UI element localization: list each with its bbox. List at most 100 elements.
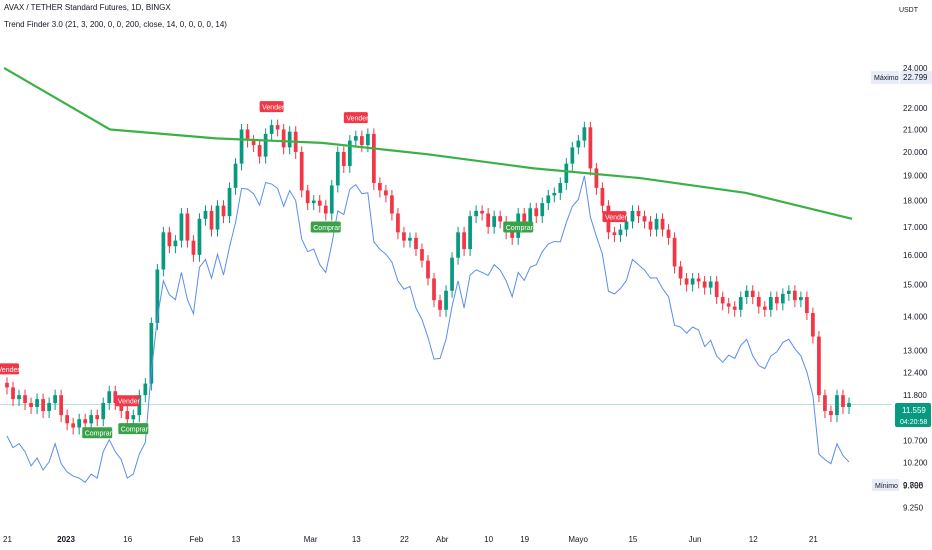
candle[interactable]: [462, 226, 466, 257]
candle[interactable]: [600, 182, 605, 213]
candle[interactable]: [263, 128, 268, 164]
candle[interactable]: [323, 200, 328, 221]
candle[interactable]: [847, 397, 851, 414]
candle[interactable]: [438, 294, 442, 317]
candle[interactable]: [552, 187, 557, 203]
candle[interactable]: [780, 288, 785, 311]
candle[interactable]: [107, 385, 112, 410]
candle[interactable]: [708, 276, 713, 295]
candle[interactable]: [672, 232, 677, 274]
candle[interactable]: [47, 397, 51, 419]
candle[interactable]: [149, 317, 154, 391]
candle[interactable]: [71, 417, 76, 435]
candle[interactable]: [311, 195, 316, 211]
candle[interactable]: [540, 197, 545, 224]
candle[interactable]: [245, 123, 250, 148]
candle[interactable]: [823, 389, 827, 419]
candle[interactable]: [59, 389, 63, 423]
candle[interactable]: [582, 121, 587, 148]
candle[interactable]: [450, 252, 454, 298]
candle[interactable]: [720, 291, 725, 311]
candle[interactable]: [744, 285, 749, 304]
candle[interactable]: [486, 208, 491, 234]
candle[interactable]: [101, 397, 106, 427]
symbol-title[interactable]: AVAX / TETHER Standard Futures, 1D, BING…: [4, 3, 171, 12]
time-axis[interactable]: 21 2023 16 Feb 13 Mar 13 22 Abr 10 19 Mayo 15 Jun 12 21: [3, 535, 818, 544]
plot-area[interactable]: Vender Vender Comprar Comprar Vender Vender Co…: [0, 66, 892, 483]
candle[interactable]: [642, 210, 647, 229]
candle[interactable]: [732, 301, 737, 317]
candle[interactable]: [558, 177, 563, 200]
candle[interactable]: [492, 210, 497, 234]
candle[interactable]: [233, 158, 238, 195]
candle[interactable]: [11, 381, 15, 407]
candle[interactable]: [799, 291, 803, 308]
candle[interactable]: [317, 195, 322, 213]
candle[interactable]: [414, 232, 418, 257]
candle[interactable]: [275, 119, 280, 137]
candle[interactable]: [197, 213, 202, 262]
candle[interactable]: [179, 208, 184, 248]
candle[interactable]: [227, 182, 232, 224]
candle[interactable]: [215, 200, 220, 237]
candle[interactable]: [774, 291, 779, 311]
candle[interactable]: [167, 226, 172, 254]
candle[interactable]: [53, 389, 57, 410]
candle[interactable]: [678, 260, 683, 286]
candle[interactable]: [281, 123, 286, 155]
candle[interactable]: [89, 409, 94, 431]
candle[interactable]: [95, 409, 100, 427]
candle[interactable]: [41, 393, 45, 419]
candle[interactable]: [594, 162, 599, 195]
candle[interactable]: [143, 378, 148, 403]
candle[interactable]: [618, 224, 623, 243]
candle[interactable]: [534, 202, 539, 224]
candle[interactable]: [793, 285, 797, 308]
candle[interactable]: [829, 405, 833, 423]
candle[interactable]: [756, 291, 761, 314]
candle[interactable]: [420, 243, 424, 268]
candle[interactable]: [23, 389, 27, 410]
candle[interactable]: [468, 210, 472, 257]
candle[interactable]: [811, 307, 815, 344]
candle[interactable]: [299, 146, 304, 198]
candle[interactable]: [576, 135, 581, 155]
candle[interactable]: [750, 285, 755, 304]
candle[interactable]: [835, 389, 839, 423]
candle[interactable]: [546, 189, 551, 211]
candle[interactable]: [378, 177, 382, 198]
candle[interactable]: [251, 135, 256, 153]
candle[interactable]: [113, 385, 118, 410]
candle[interactable]: [5, 377, 9, 395]
candle[interactable]: [624, 215, 629, 237]
candle[interactable]: [353, 130, 358, 148]
indicator-legend[interactable]: Trend Finder 3.0 (21, 3, 200, 0, 0, 200,…: [4, 20, 227, 29]
candle[interactable]: [408, 232, 412, 248]
candle[interactable]: [444, 285, 448, 317]
candle[interactable]: [480, 205, 484, 221]
candle[interactable]: [768, 291, 773, 317]
candle[interactable]: [359, 130, 364, 153]
candle[interactable]: [432, 272, 436, 308]
candle[interactable]: [125, 405, 130, 427]
candle[interactable]: [702, 276, 707, 295]
candle[interactable]: [498, 210, 503, 229]
candle[interactable]: [209, 205, 214, 237]
candle[interactable]: [588, 121, 593, 176]
candle[interactable]: [390, 189, 394, 221]
candle[interactable]: [287, 126, 292, 155]
candle[interactable]: [456, 226, 460, 265]
candle[interactable]: [630, 205, 635, 229]
candle[interactable]: [77, 413, 82, 435]
candle[interactable]: [257, 139, 262, 164]
candle[interactable]: [221, 200, 226, 224]
candle[interactable]: [35, 393, 39, 414]
candle[interactable]: [335, 146, 340, 193]
candle[interactable]: [805, 291, 809, 321]
candle[interactable]: [329, 179, 334, 221]
candle[interactable]: [402, 226, 406, 248]
candle[interactable]: [684, 272, 689, 292]
candle[interactable]: [714, 276, 719, 304]
candle[interactable]: [666, 224, 671, 245]
